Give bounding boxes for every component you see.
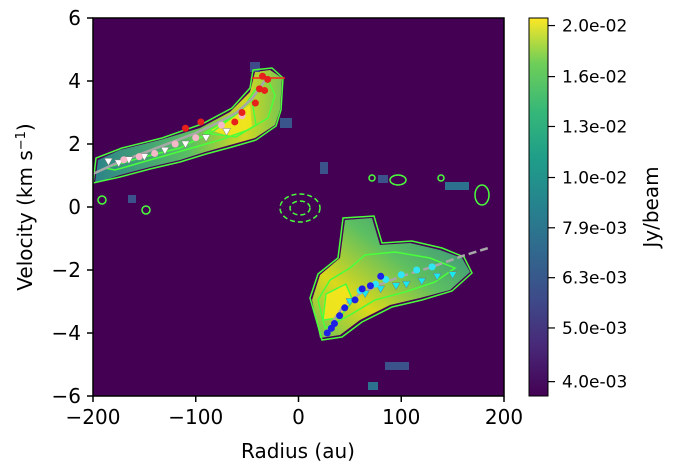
marker-red: [259, 72, 267, 80]
marker-red: [264, 75, 272, 83]
marker-white-triangle: [160, 147, 170, 155]
contour-negative: [279, 193, 321, 223]
contour-blob: [141, 205, 151, 215]
marker-white-triangle: [201, 134, 211, 143]
emission-core-lower: [322, 285, 352, 320]
marker-pink: [135, 153, 143, 161]
noise-pixel: [385, 362, 409, 370]
marker-red: [261, 86, 269, 94]
marker-red: [197, 118, 205, 126]
data-markers: [103, 72, 458, 337]
marker-blue: [377, 272, 385, 280]
marker-pink: [151, 149, 159, 157]
marker-cyan: [382, 275, 390, 283]
marker-pink: [192, 134, 200, 142]
x-tick-label: 100: [382, 405, 420, 429]
colorbar-tick-label: 2.0e-02: [562, 17, 627, 37]
marker-pink: [171, 140, 179, 148]
marker-pink: [120, 156, 128, 164]
marker-cyan-triangle: [432, 273, 442, 281]
marker-cyan: [397, 271, 405, 279]
emission-patch: [250, 62, 260, 72]
y-tick-label: −2: [52, 258, 81, 282]
contour-blob: [474, 184, 490, 206]
noise-pixel: [445, 182, 469, 190]
marker-white-triangle: [222, 128, 232, 136]
marker-white-triangle: [181, 140, 190, 149]
marker-blue: [358, 285, 366, 293]
x-tick-label: −100: [168, 405, 223, 429]
contour-outer-lower: [309, 215, 473, 341]
y-tick-label: 2: [68, 132, 81, 156]
marker-blue: [330, 320, 338, 328]
noise-pixel: [378, 175, 388, 183]
colorbar-tick-label: 7.9e-03: [562, 219, 627, 239]
x-tick-label: −200: [66, 405, 121, 429]
fit-curve-redshifted: [326, 246, 489, 334]
marker-red: [238, 109, 246, 116]
y-axis: −6 −4 −2 0 2 4 6: [52, 6, 93, 408]
plot-area: [93, 18, 504, 396]
marker-cyan-triangle: [448, 271, 458, 280]
marker-cyan-triangle: [391, 282, 401, 291]
marker-red: [231, 118, 239, 126]
contour-blob: [368, 174, 376, 182]
colorbar-title: Jy/beam: [639, 166, 663, 249]
emission-patch: [280, 118, 292, 128]
marker-red: [251, 99, 259, 107]
marker-cyan-triangle: [401, 280, 411, 289]
contour-inner-upper: [104, 78, 276, 171]
x-tick-label: 200: [485, 405, 523, 429]
marker-blue: [336, 312, 344, 320]
y-axis-title: Velocity (km s−1): [13, 123, 37, 290]
marker-white-triangle: [114, 159, 124, 168]
contour-blob: [437, 174, 445, 182]
marker-cyan-triangle: [417, 277, 427, 286]
colorbar-tick-label: 4.0e-03: [562, 373, 627, 393]
marker-cyan-triangle: [376, 285, 386, 294]
marker-cyan: [413, 266, 421, 274]
contour-core-upper: [202, 98, 257, 138]
y-tick-label: 0: [68, 195, 81, 219]
y-tick-label: 6: [68, 6, 81, 30]
colorbar-tick-label: 6.3e-03: [562, 269, 627, 289]
noise-pixel: [368, 382, 378, 390]
colorbar-tick-label: 1.6e-02: [562, 68, 627, 88]
x-axis-title: Radius (au): [241, 439, 355, 463]
noise-pixel: [128, 195, 136, 203]
noise-pixel: [320, 162, 328, 174]
marker-blue: [366, 282, 374, 290]
contour-negative: [289, 200, 311, 216]
marker-cyan: [428, 263, 436, 271]
contour-inner-lower: [317, 251, 457, 330]
y-tick-label: 4: [68, 69, 81, 93]
contour-blob: [97, 195, 107, 205]
x-tick-label: 0: [292, 405, 305, 429]
colorbar-tick-label: 5.0e-03: [562, 319, 627, 339]
marker-blue: [341, 304, 349, 312]
y-tick-label: −6: [52, 384, 81, 408]
emission-lobe-lower: [312, 218, 470, 338]
colorbar: [528, 17, 549, 397]
colorbar-tick-label: 1.3e-02: [562, 117, 627, 137]
colorbar-ticks: 2.0e-02 1.6e-02 1.3e-02 1.0e-02 7.9e-03 6.3e-…: [548, 17, 627, 393]
x-axis: −200 −100 0 100 200: [66, 396, 523, 429]
colorbar-tick-label: 1.0e-02: [562, 169, 627, 189]
y-tick-label: −4: [52, 321, 81, 345]
heatmap-layer: [93, 62, 490, 390]
marker-white-triangle: [103, 158, 113, 166]
contour-blob: [389, 174, 407, 186]
marker-blue: [323, 329, 331, 337]
marker-pink: [217, 121, 225, 129]
marker-red: [181, 124, 189, 132]
marker-blue: [351, 296, 359, 304]
marker-cyan-triangle: [360, 290, 370, 299]
